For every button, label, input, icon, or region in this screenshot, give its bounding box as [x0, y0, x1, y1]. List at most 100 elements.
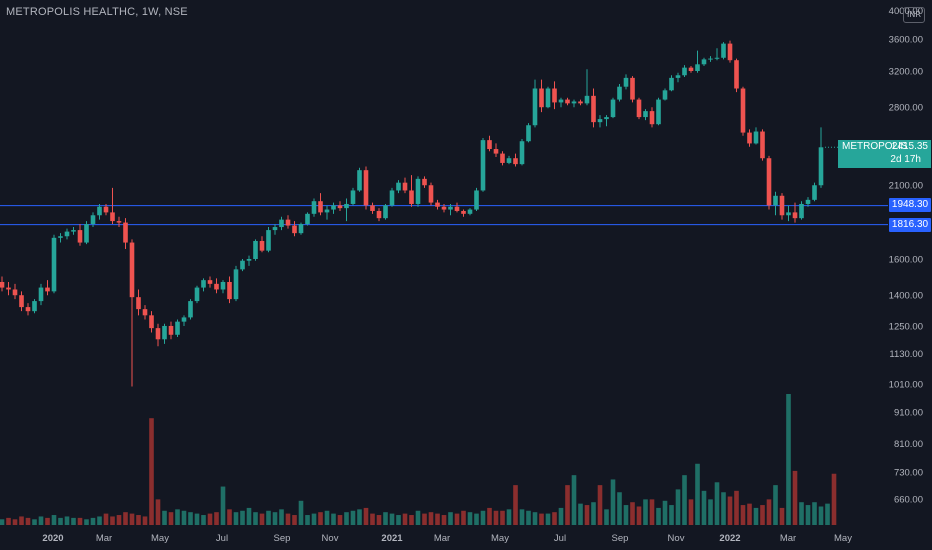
- currency-button[interactable]: INR: [903, 7, 925, 23]
- volume-bar: [402, 513, 408, 525]
- volume-bar: [669, 505, 674, 525]
- volume-bar: [64, 516, 70, 525]
- candle-body: [383, 205, 388, 219]
- candle-body: [740, 88, 746, 133]
- volume-bar: [32, 519, 37, 525]
- volume-bar: [487, 507, 492, 525]
- candle-body: [110, 212, 115, 222]
- candle-body: [71, 230, 76, 232]
- volume-bar: [292, 515, 297, 525]
- volume-bar: [747, 503, 752, 525]
- volume-bar: [825, 503, 830, 525]
- candle-body: [805, 199, 811, 204]
- volume-bar: [155, 499, 161, 525]
- candle-body: [19, 295, 24, 308]
- candle-body: [25, 307, 31, 312]
- candle-body: [188, 301, 193, 318]
- volume-bar: [207, 513, 213, 525]
- candle-body: [578, 101, 583, 104]
- volume-bar: [162, 510, 167, 525]
- candle-body: [292, 225, 297, 234]
- volume-bar: [734, 490, 739, 525]
- candle-body: [227, 281, 232, 300]
- candle-body: [142, 309, 148, 316]
- time-tick-label: Jul: [554, 533, 566, 544]
- candle-body: [513, 158, 518, 165]
- price-tick-label: 3200.00: [889, 67, 923, 78]
- volume-bar: [181, 510, 187, 525]
- volume-bar: [77, 517, 83, 525]
- candle-body: [38, 287, 44, 302]
- candle-body: [636, 99, 642, 118]
- candle-body: [786, 212, 791, 216]
- price-tick-label: 660.00: [894, 495, 923, 506]
- candle-body: [708, 58, 713, 60]
- candle-body: [571, 101, 577, 104]
- candle-body: [324, 209, 330, 213]
- candle-body: [233, 269, 239, 300]
- volume-bar: [12, 519, 18, 525]
- volume-bar: [311, 513, 317, 525]
- volume-bar: [682, 475, 687, 525]
- volume-bar: [480, 510, 486, 525]
- volume-bar: [110, 516, 115, 525]
- candle-body: [604, 117, 609, 120]
- volume-bar: [370, 513, 375, 525]
- candle-body: [773, 195, 778, 206]
- candle-body: [123, 222, 128, 243]
- candle-body: [97, 206, 102, 216]
- volume-bar: [25, 517, 31, 525]
- volume-bar: [578, 503, 583, 525]
- candle-body: [669, 77, 674, 91]
- candle-body: [279, 219, 284, 228]
- volume-bar: [708, 499, 713, 525]
- candle-body: [155, 328, 161, 340]
- volume-bar: [805, 505, 811, 525]
- candle-body: [370, 205, 375, 211]
- volume-bar: [396, 515, 401, 525]
- candle-body: [64, 231, 70, 237]
- volume-bar: [532, 512, 538, 525]
- candle-body: [753, 131, 759, 144]
- volume-bar: [539, 513, 544, 525]
- candle-body: [682, 67, 687, 76]
- volume-bar: [721, 492, 726, 525]
- time-tick-label: Sep: [612, 533, 629, 544]
- time-tick-label: Sep: [274, 533, 291, 544]
- candle-body: [487, 140, 492, 150]
- time-tick-label: 2020: [42, 533, 63, 544]
- volume-bar: [695, 463, 700, 525]
- candle-body: [727, 43, 733, 61]
- volume-bar: [201, 515, 206, 525]
- volume-bar: [753, 507, 759, 525]
- volume-bar: [610, 479, 616, 525]
- time-tick-label: 2021: [381, 533, 403, 544]
- candle-body: [201, 280, 206, 288]
- candle-body: [493, 149, 499, 154]
- volume-bar: [441, 515, 447, 525]
- volume-bar: [513, 485, 518, 525]
- candle-body: [285, 219, 291, 226]
- candle-body: [428, 185, 434, 203]
- last-price-value: 2415.35: [891, 141, 928, 152]
- candle-body: [259, 240, 265, 251]
- volume-bar: [526, 510, 531, 525]
- volume-bar: [818, 506, 824, 525]
- candle-body: [747, 132, 752, 144]
- volume-bar: [552, 512, 557, 525]
- volume-bar: [227, 509, 232, 525]
- candle-body: [597, 119, 603, 123]
- volume-bar: [58, 517, 63, 525]
- volume-bar: [786, 394, 791, 525]
- volume-bar: [123, 512, 128, 525]
- candle-body: [214, 283, 219, 290]
- volume-bar: [6, 517, 11, 525]
- volume-bar: [675, 489, 681, 525]
- volume-bar: [188, 512, 193, 525]
- price-tick-label: 810.00: [894, 439, 923, 450]
- candle-body: [610, 99, 616, 118]
- price-tick-label: 2100.00: [889, 181, 923, 192]
- volume-bar: [129, 513, 135, 525]
- volume-bar: [409, 515, 414, 525]
